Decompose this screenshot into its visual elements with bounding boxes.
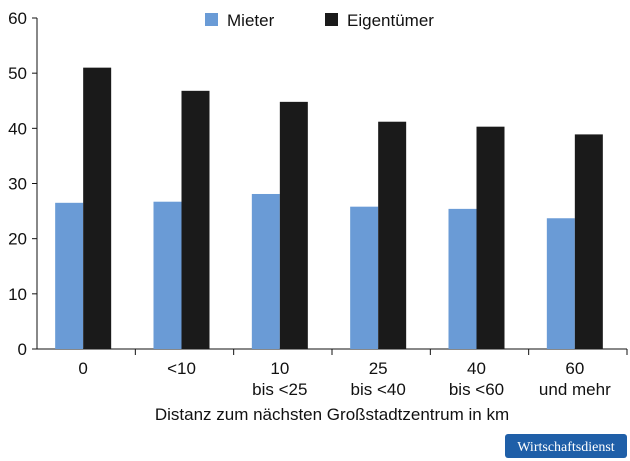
legend-swatch — [205, 13, 218, 26]
bar — [448, 208, 477, 349]
bar — [574, 134, 603, 349]
x-tick-label: 60 und mehr — [539, 359, 611, 399]
bar — [350, 206, 379, 349]
legend-label: Mieter — [227, 11, 275, 30]
bar — [181, 90, 210, 349]
y-tick-label: 60 — [8, 9, 27, 28]
x-axis-label: Distanz zum nächsten Großstadtzentrum in… — [155, 405, 509, 424]
x-tick-label: 0 — [78, 359, 87, 378]
bar — [251, 193, 280, 349]
bar — [546, 218, 575, 349]
y-tick-label: 10 — [8, 285, 27, 304]
badge: Wirtschaftsdienst — [517, 440, 615, 455]
y-tick-label: 0 — [18, 340, 27, 359]
x-tick-label: 10 bis <25 — [252, 359, 307, 399]
legend-swatch — [325, 13, 338, 26]
bar — [153, 201, 182, 349]
y-tick-label: 20 — [8, 230, 27, 249]
bar — [55, 202, 84, 349]
y-tick-label: 50 — [8, 64, 27, 83]
y-tick-label: 40 — [8, 119, 27, 138]
x-tick-label: 40 bis <60 — [449, 359, 504, 399]
legend-label: Eigentümer — [347, 11, 434, 30]
badge-box — [505, 434, 627, 458]
bar — [476, 126, 505, 349]
bar — [378, 121, 407, 349]
bar — [83, 67, 112, 350]
y-tick-label: 30 — [8, 175, 27, 194]
x-tick-label: 25 bis <40 — [351, 359, 406, 399]
x-tick-label: <10 — [167, 359, 196, 378]
bar — [279, 101, 308, 349]
